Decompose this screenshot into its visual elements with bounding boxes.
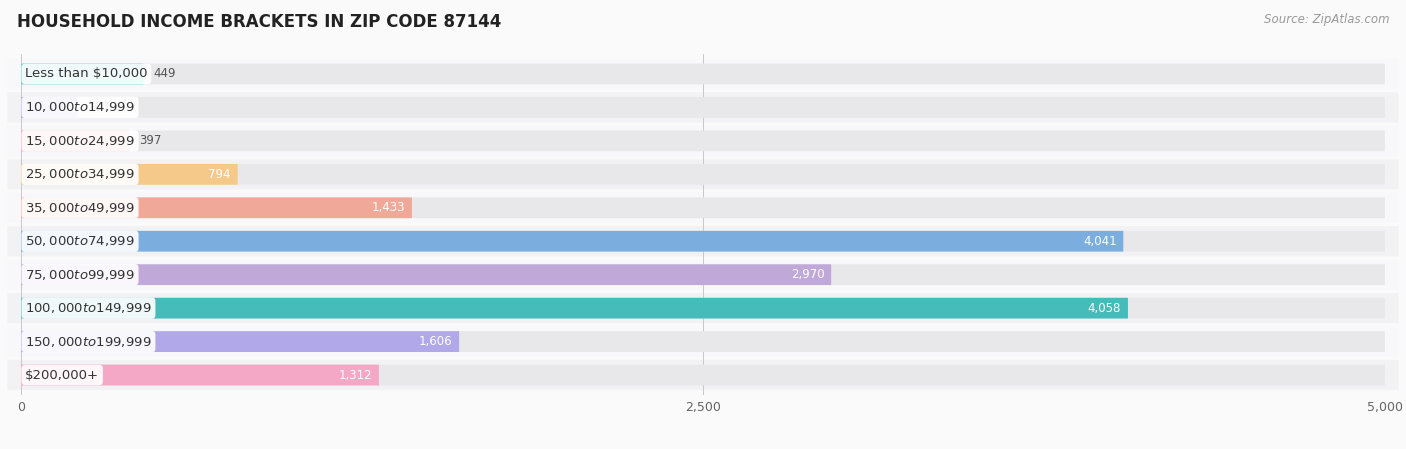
FancyBboxPatch shape bbox=[21, 331, 1385, 352]
FancyBboxPatch shape bbox=[7, 92, 1399, 123]
FancyBboxPatch shape bbox=[7, 360, 1399, 390]
Text: $100,000 to $149,999: $100,000 to $149,999 bbox=[25, 301, 152, 315]
FancyBboxPatch shape bbox=[21, 264, 1385, 285]
FancyBboxPatch shape bbox=[7, 226, 1399, 256]
FancyBboxPatch shape bbox=[21, 231, 1385, 251]
FancyBboxPatch shape bbox=[21, 164, 1385, 185]
Text: 794: 794 bbox=[208, 168, 231, 181]
FancyBboxPatch shape bbox=[21, 365, 380, 385]
Text: $10,000 to $14,999: $10,000 to $14,999 bbox=[25, 101, 135, 114]
Text: 1,606: 1,606 bbox=[419, 335, 453, 348]
FancyBboxPatch shape bbox=[21, 131, 129, 151]
FancyBboxPatch shape bbox=[21, 298, 1385, 318]
FancyBboxPatch shape bbox=[7, 326, 1399, 357]
Text: 1,312: 1,312 bbox=[339, 369, 373, 382]
FancyBboxPatch shape bbox=[7, 126, 1399, 156]
FancyBboxPatch shape bbox=[7, 293, 1399, 323]
Text: 397: 397 bbox=[139, 134, 162, 147]
Text: $150,000 to $199,999: $150,000 to $199,999 bbox=[25, 335, 152, 348]
FancyBboxPatch shape bbox=[21, 64, 143, 84]
Text: $25,000 to $34,999: $25,000 to $34,999 bbox=[25, 167, 135, 181]
Text: $35,000 to $49,999: $35,000 to $49,999 bbox=[25, 201, 135, 215]
FancyBboxPatch shape bbox=[21, 298, 1128, 318]
Text: $15,000 to $24,999: $15,000 to $24,999 bbox=[25, 134, 135, 148]
FancyBboxPatch shape bbox=[7, 159, 1399, 189]
FancyBboxPatch shape bbox=[21, 198, 412, 218]
FancyBboxPatch shape bbox=[21, 198, 1385, 218]
Text: 4,058: 4,058 bbox=[1088, 302, 1121, 315]
FancyBboxPatch shape bbox=[21, 131, 1385, 151]
FancyBboxPatch shape bbox=[7, 193, 1399, 223]
FancyBboxPatch shape bbox=[7, 260, 1399, 290]
Text: $50,000 to $74,999: $50,000 to $74,999 bbox=[25, 234, 135, 248]
FancyBboxPatch shape bbox=[21, 97, 77, 118]
Text: 2,970: 2,970 bbox=[790, 268, 824, 281]
FancyBboxPatch shape bbox=[21, 231, 1123, 251]
FancyBboxPatch shape bbox=[7, 59, 1399, 89]
FancyBboxPatch shape bbox=[21, 97, 1385, 118]
Text: $200,000+: $200,000+ bbox=[25, 369, 100, 382]
Text: HOUSEHOLD INCOME BRACKETS IN ZIP CODE 87144: HOUSEHOLD INCOME BRACKETS IN ZIP CODE 87… bbox=[17, 13, 502, 31]
Text: 207: 207 bbox=[87, 101, 110, 114]
FancyBboxPatch shape bbox=[21, 264, 831, 285]
Text: 449: 449 bbox=[153, 67, 176, 80]
Text: 1,433: 1,433 bbox=[371, 201, 405, 214]
FancyBboxPatch shape bbox=[21, 365, 1385, 385]
FancyBboxPatch shape bbox=[21, 164, 238, 185]
Text: Less than $10,000: Less than $10,000 bbox=[25, 67, 148, 80]
Text: 4,041: 4,041 bbox=[1083, 235, 1116, 248]
FancyBboxPatch shape bbox=[21, 331, 460, 352]
Text: $75,000 to $99,999: $75,000 to $99,999 bbox=[25, 268, 135, 282]
FancyBboxPatch shape bbox=[21, 64, 1385, 84]
Text: Source: ZipAtlas.com: Source: ZipAtlas.com bbox=[1264, 13, 1389, 26]
